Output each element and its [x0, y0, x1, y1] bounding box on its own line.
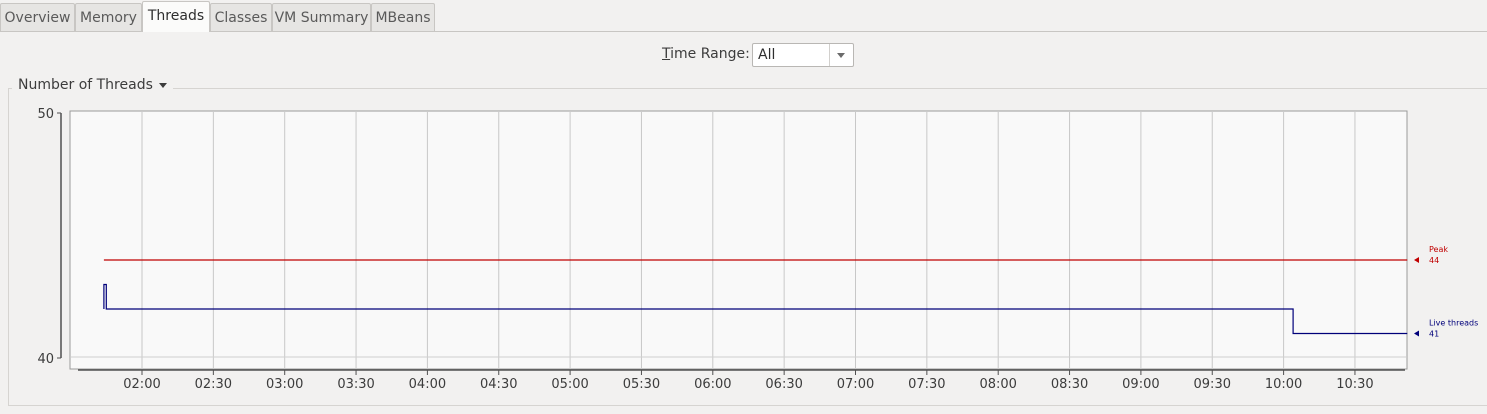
series-name-label: Peak — [1429, 245, 1448, 254]
x-tick-label: 04:00 — [409, 377, 446, 392]
time-range-label-text: ime Range: — [670, 46, 750, 62]
series-labels: Peak 44 Live threads 41 — [1414, 245, 1478, 339]
x-tick-label: 10:00 — [1265, 377, 1302, 392]
x-tick-label: 09:00 — [1122, 377, 1159, 392]
chart-title-text: Number of Threads — [18, 77, 153, 93]
tab-threads[interactable]: Threads — [142, 1, 210, 32]
x-tick-label: 07:00 — [837, 377, 874, 392]
tab-memory[interactable]: Memory — [75, 3, 142, 31]
x-tick-label: 08:00 — [979, 377, 1016, 392]
x-ticks: 02:00 02:30 03:00 03:30 04:00 04:30 05:00 05:30… — [123, 370, 1374, 392]
tab-overview[interactable]: Overview — [0, 3, 75, 31]
plot-area — [69, 110, 1408, 370]
series-lines — [103, 259, 1408, 335]
chart-title[interactable]: Number of Threads — [12, 77, 173, 93]
x-tick-label: 02:30 — [195, 377, 232, 392]
gridlines — [71, 112, 1406, 368]
chevron-down-icon — [837, 53, 845, 58]
x-tick-label: 05:30 — [623, 377, 660, 392]
series-line-live-threads — [103, 283, 1408, 335]
series-marker-icon — [1414, 257, 1419, 263]
time-range-mnemonic: T — [662, 46, 671, 62]
y-tick-label: 50 — [37, 107, 54, 122]
series-name-label: Live threads — [1429, 319, 1478, 328]
time-range-select[interactable]: All — [752, 43, 854, 67]
x-tick-label: 03:00 — [266, 377, 303, 392]
series-value-label: 44 — [1429, 256, 1439, 265]
tab-bar: Overview Memory Threads Classes VM Summa… — [0, 0, 1487, 32]
dropdown-arrow[interactable] — [829, 44, 853, 66]
x-tick-label: 06:30 — [765, 377, 802, 392]
x-tick-label: 09:30 — [1194, 377, 1231, 392]
x-tick-label: 05:00 — [551, 377, 588, 392]
tab-mbeans[interactable]: MBeans — [371, 3, 435, 31]
x-tick-label: 04:30 — [480, 377, 517, 392]
time-range-label: Time Range: — [662, 46, 750, 62]
y-ticks: 50 40 — [37, 107, 61, 367]
x-tick-label: 07:30 — [908, 377, 945, 392]
x-tick-label: 03:30 — [337, 377, 374, 392]
y-tick-label: 40 — [37, 352, 54, 367]
time-range-value: All — [758, 47, 776, 63]
threads-chart-group — [8, 88, 1487, 406]
series-value-label: 41 — [1429, 330, 1439, 339]
caret-down-icon — [158, 82, 167, 88]
series-marker-icon — [1414, 330, 1419, 337]
tab-vm-summary[interactable]: VM Summary — [272, 3, 371, 31]
tab-classes[interactable]: Classes — [210, 3, 272, 31]
x-tick-label: 10:30 — [1336, 377, 1373, 392]
x-tick-label: 02:00 — [123, 377, 160, 392]
x-tick-label: 08:30 — [1051, 377, 1088, 392]
x-tick-label: 06:00 — [694, 377, 731, 392]
